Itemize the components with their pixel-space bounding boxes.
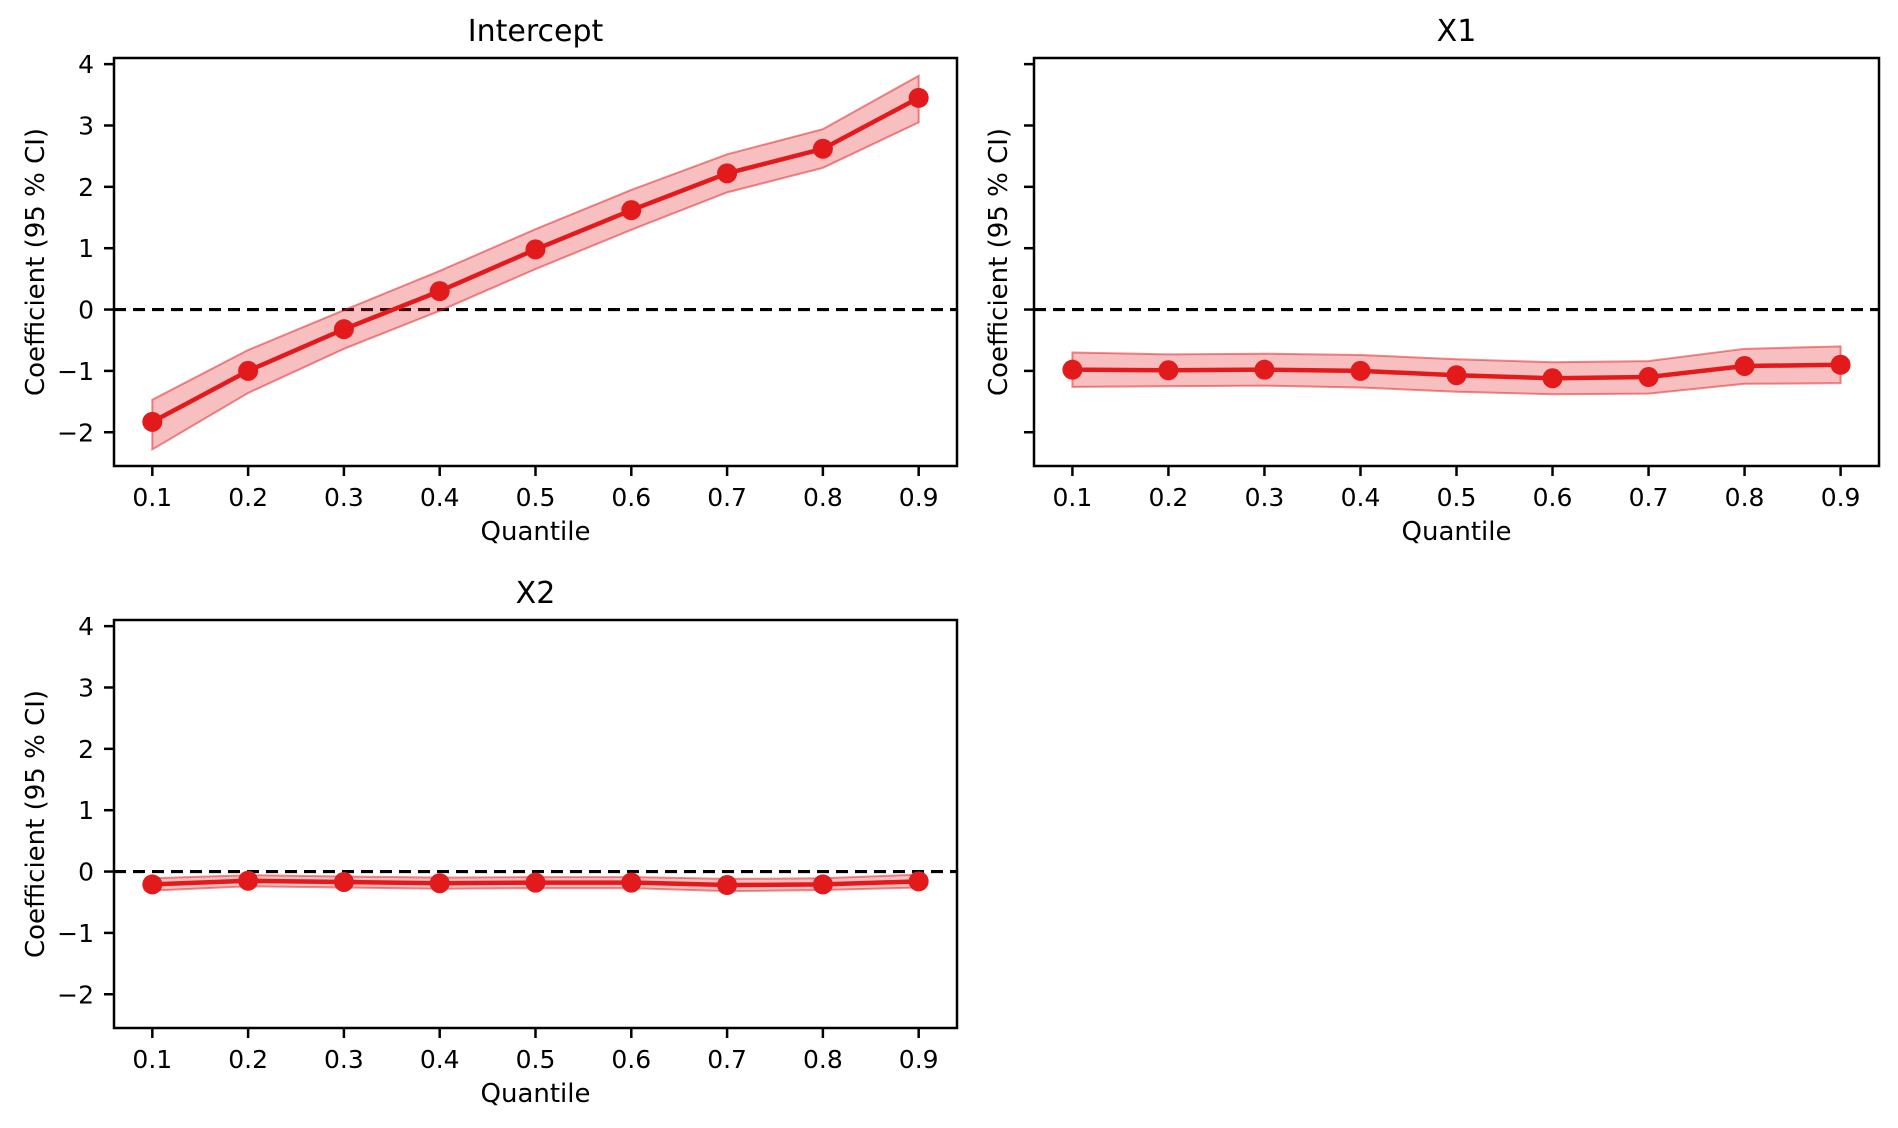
subplot-intercept: Intercept Coefficient (95 % CI) Quantile… [21, 14, 959, 547]
subplot-title-x1: X1 [1436, 14, 1477, 49]
svg-text:0.5: 0.5 [1437, 483, 1477, 512]
svg-text:0.2: 0.2 [1149, 483, 1189, 512]
svg-text:2: 2 [78, 173, 94, 202]
svg-text:0.9: 0.9 [1821, 483, 1861, 512]
svg-text:0.1: 0.1 [132, 483, 172, 512]
plot-area-x1: 0.1 0.2 0.3 0.4 0.5 0.6 0.7 0.8 0.9 [1024, 56, 1881, 512]
svg-text:0.1: 0.1 [132, 1045, 172, 1074]
x-axis-label-x1: Quantile [1401, 517, 1512, 547]
svg-text:−2: −2 [57, 418, 94, 447]
svg-text:0.6: 0.6 [611, 483, 651, 512]
plot-area-x2: 0.1 0.2 0.3 0.4 0.5 0.6 0.7 0.8 0.9 4 3 2 1 0 −1 −2 [57, 612, 959, 1074]
svg-text:0.6: 0.6 [1533, 483, 1573, 512]
svg-text:0.4: 0.4 [420, 483, 460, 512]
svg-text:−1: −1 [57, 357, 94, 386]
svg-text:0.8: 0.8 [803, 483, 843, 512]
x-axis-label-intercept: Quantile [480, 517, 591, 547]
subplot-title-x2: X2 [515, 576, 556, 611]
svg-text:0.7: 0.7 [1629, 483, 1669, 512]
svg-text:0.5: 0.5 [516, 1045, 556, 1074]
svg-text:0.7: 0.7 [707, 483, 747, 512]
svg-text:0.5: 0.5 [516, 483, 556, 512]
svg-text:2: 2 [78, 735, 94, 764]
svg-text:0.4: 0.4 [1341, 483, 1381, 512]
svg-text:−2: −2 [57, 980, 94, 1009]
plot-area-intercept: 0.1 0.2 0.3 0.4 0.5 0.6 0.7 0.8 0.9 4 3 2 1 0 −1 −2 [57, 50, 959, 512]
svg-text:0: 0 [78, 858, 94, 887]
svg-text:0.8: 0.8 [1725, 483, 1765, 512]
svg-text:0.7: 0.7 [707, 1045, 747, 1074]
svg-text:1: 1 [78, 796, 94, 825]
svg-text:0.4: 0.4 [420, 1045, 460, 1074]
svg-text:0.2: 0.2 [228, 1045, 268, 1074]
svg-text:4: 4 [78, 612, 94, 641]
svg-text:0.1: 0.1 [1053, 483, 1093, 512]
svg-text:1: 1 [78, 234, 94, 263]
svg-text:0.9: 0.9 [899, 1045, 939, 1074]
svg-text:3: 3 [78, 111, 94, 140]
subplot-x2: X2 Coefficient (95 % CI) Quantile 0.1 0.2… [21, 576, 959, 1109]
svg-text:0.3: 0.3 [1245, 483, 1285, 512]
subplot-x1: X1 Coefficient (95 % CI) Quantile 0.1 0.2… [984, 14, 1881, 547]
svg-text:0: 0 [78, 296, 94, 325]
svg-text:0.3: 0.3 [324, 483, 364, 512]
y-axis-label-x2: Coefficient (95 % CI) [21, 689, 51, 959]
svg-text:0.8: 0.8 [803, 1045, 843, 1074]
svg-text:−1: −1 [57, 919, 94, 948]
x-axis-label-x2: Quantile [480, 1079, 591, 1109]
subplot-title-intercept: Intercept [467, 14, 604, 49]
y-axis-label-intercept: Coefficient (95 % CI) [21, 127, 51, 397]
svg-text:0.3: 0.3 [324, 1045, 364, 1074]
svg-text:0.6: 0.6 [611, 1045, 651, 1074]
svg-text:4: 4 [78, 50, 94, 79]
svg-text:0.2: 0.2 [228, 483, 268, 512]
svg-text:0.9: 0.9 [899, 483, 939, 512]
y-axis-label-x1: Coefficient (95 % CI) [984, 127, 1014, 397]
svg-text:3: 3 [78, 673, 94, 702]
